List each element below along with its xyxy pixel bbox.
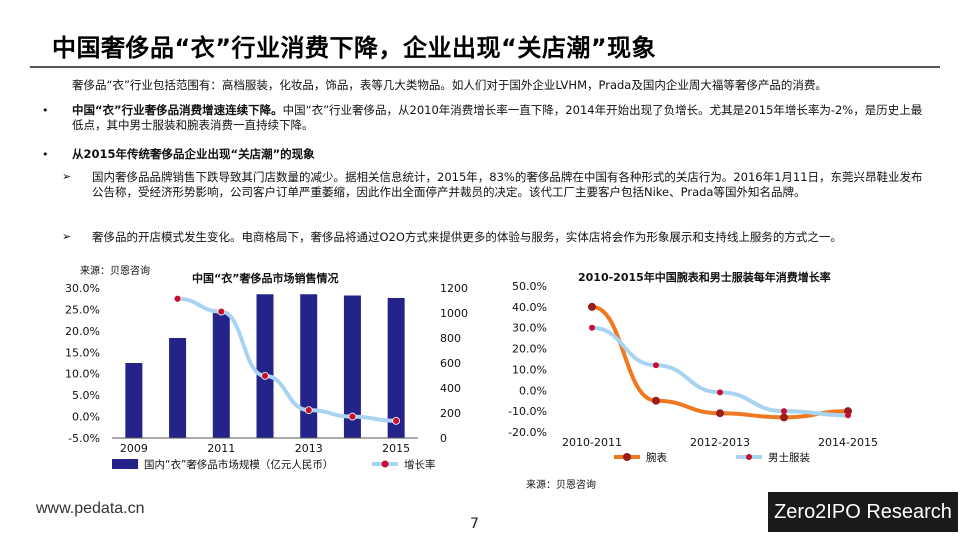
chart2-series-point-0 <box>652 396 660 405</box>
chart1-growth-point <box>261 371 269 380</box>
page-title: 中国奢侈品“衣”行业消费下降，企业出现“关店潮”现象 <box>52 34 657 62</box>
chart1-y-right-tick: 800 <box>440 332 461 345</box>
chart1-bar <box>300 294 318 438</box>
chart1-y-left-tick: 20.0% <box>65 325 100 338</box>
sub-point-2: 奢侈品的开店模式发生变化。电商格局下，奢侈品将通过O2O方式来提供更多的体验与服… <box>92 230 842 244</box>
chart2-source: 来源：贝恩咨询 <box>526 480 596 491</box>
chart2-series-point-1 <box>781 408 787 415</box>
point-2-heading-text: 从2015年传统奢侈品企业出现“关店潮”的现象 <box>72 147 315 161</box>
chart2-y-tick: -20.0% <box>508 426 547 439</box>
chart1-y-right-tick: 200 <box>440 407 461 420</box>
chart1-legend-line-label: 增长率 <box>404 458 436 471</box>
chart1-growth-point <box>217 307 226 316</box>
chart2-x-tick: 2014-2015 <box>818 436 878 449</box>
chart2-y-tick: 0.0% <box>519 384 547 397</box>
chart1-bar <box>169 338 187 438</box>
chart1-svg: -5.0% 0.0% 5.0% 10.0% 15.0% 20.0% 25.0% 30.0% 0 2… <box>65 282 468 471</box>
chart1-growth-point <box>304 406 313 415</box>
chart2-series-point-0 <box>780 413 788 422</box>
chart2-series-point-1 <box>589 324 595 331</box>
chart2-series-point-0 <box>588 302 596 311</box>
chart2-y-tick: 20.0% <box>512 343 547 356</box>
chart1-y-right-tick: 0 <box>440 432 447 445</box>
chart2-series-point-1 <box>653 362 659 369</box>
chart1-y-left-tick: -5.0% <box>68 432 100 445</box>
chart1-y-right-tick: 400 <box>440 382 461 395</box>
title-divider <box>30 66 940 68</box>
chart1-bar <box>212 313 230 438</box>
point-1-heading: 中国“衣”行业奢侈品消费增速连续下降。 <box>72 103 283 117</box>
chart1-growth-point <box>173 294 182 303</box>
chart2-x-tick: 2010-2011 <box>562 436 622 449</box>
chart1-bar <box>387 298 405 438</box>
chart1-bar <box>256 294 274 438</box>
chart1-y-right-tick: 600 <box>440 357 461 370</box>
chart2-y-tick: 10.0% <box>512 363 547 376</box>
chart1-legend-bar-label: 国内“衣”奢侈品市场规模（亿元人民币） <box>144 458 333 471</box>
chart1-growth-line <box>177 296 397 423</box>
chart1-bar <box>125 363 143 438</box>
chart1-y-right-tick: 1000 <box>440 307 468 320</box>
chart2-legend-marker-0 <box>623 453 631 461</box>
chart2-y-tick: -10.0% <box>508 405 547 418</box>
chart2-y-tick: 40.0% <box>512 301 547 314</box>
chart1-source: 来源：贝恩咨询 <box>80 266 150 277</box>
point-1: 中国“衣”行业奢侈品消费增速连续下降。中国“衣”行业奢侈品，从2010年消费增长… <box>72 103 932 133</box>
point-1-text: 中国“衣”行业奢侈品，从2010年消费增长率一直下降，2014年开始出现了负增长… <box>72 103 923 132</box>
chart1-title: 中国“衣”奢侈品市场销售情况 <box>192 272 339 285</box>
chart1-y-left-tick: 5.0% <box>72 389 100 402</box>
chart1-bar <box>343 295 361 438</box>
chart1-legend-bar-swatch <box>112 459 138 469</box>
chart2-y-tick: 50.0% <box>512 280 547 293</box>
chart2-series-line-0 <box>591 304 849 420</box>
chart2-series-point-1 <box>717 389 723 396</box>
sub-point-1: 国内奢侈品品牌销售下跌导致其门店数量的减少。据相关信息统计，2015年，83%的… <box>92 170 923 199</box>
chart2-legend-label-1: 男士服装 <box>768 451 810 464</box>
intro-paragraph: 奢侈品“衣”行业包括范围有：高档服装，化妆品，饰品，表等几大类物品。如人们对于国… <box>72 78 827 92</box>
chart1-x-tick: 2009 <box>120 442 148 455</box>
bullet-dot: • <box>42 148 49 161</box>
arrow-bullet-icon: ➢ <box>62 230 72 243</box>
chart1-growth-point <box>392 416 401 425</box>
chart1-y-left-tick: 15.0% <box>65 346 100 359</box>
chart1-y-left-tick: 25.0% <box>65 303 100 316</box>
chart2-series-point-0 <box>716 409 724 418</box>
chart1-y-left-tick: 10.0% <box>65 368 100 381</box>
chart1-y-right-tick: 1200 <box>440 282 468 295</box>
chart1-y-left-tick: 30.0% <box>65 282 100 295</box>
footer-url[interactable]: www.pedata.cn <box>36 500 145 517</box>
chart2-legend-marker-1 <box>746 454 752 460</box>
point-2-heading: 从2015年传统奢侈品企业出现“关店潮”的现象 <box>72 147 932 162</box>
chart1-y-left-tick: 0.0% <box>72 411 100 424</box>
chart2-title: 2010-2015年中国腕表和男士服装每年消费增长率 <box>578 271 831 284</box>
chart2-legend-label-0: 腕表 <box>646 451 667 464</box>
chart1-x-tick: 2013 <box>295 442 323 455</box>
chart1-x-tick: 2011 <box>207 442 235 455</box>
chart1-x-tick: 2015 <box>382 442 410 455</box>
bullet-dot: • <box>42 104 49 117</box>
chart2-x-tick: 2012-2013 <box>690 436 750 449</box>
arrow-bullet-icon: ➢ <box>62 170 72 183</box>
chart2-series-point-1 <box>845 412 851 419</box>
chart2-svg: -20.0% -10.0% 0.0% 10.0% 20.0% 30.0% 40.0% 50.0… <box>508 280 878 464</box>
chart2-y-tick: 30.0% <box>512 322 547 335</box>
page-number: 7 <box>470 516 479 532</box>
chart1-growth-point <box>348 412 357 421</box>
chart1-legend-line-marker <box>381 460 389 468</box>
brand-logo: Zero2IPO Research <box>768 492 958 532</box>
